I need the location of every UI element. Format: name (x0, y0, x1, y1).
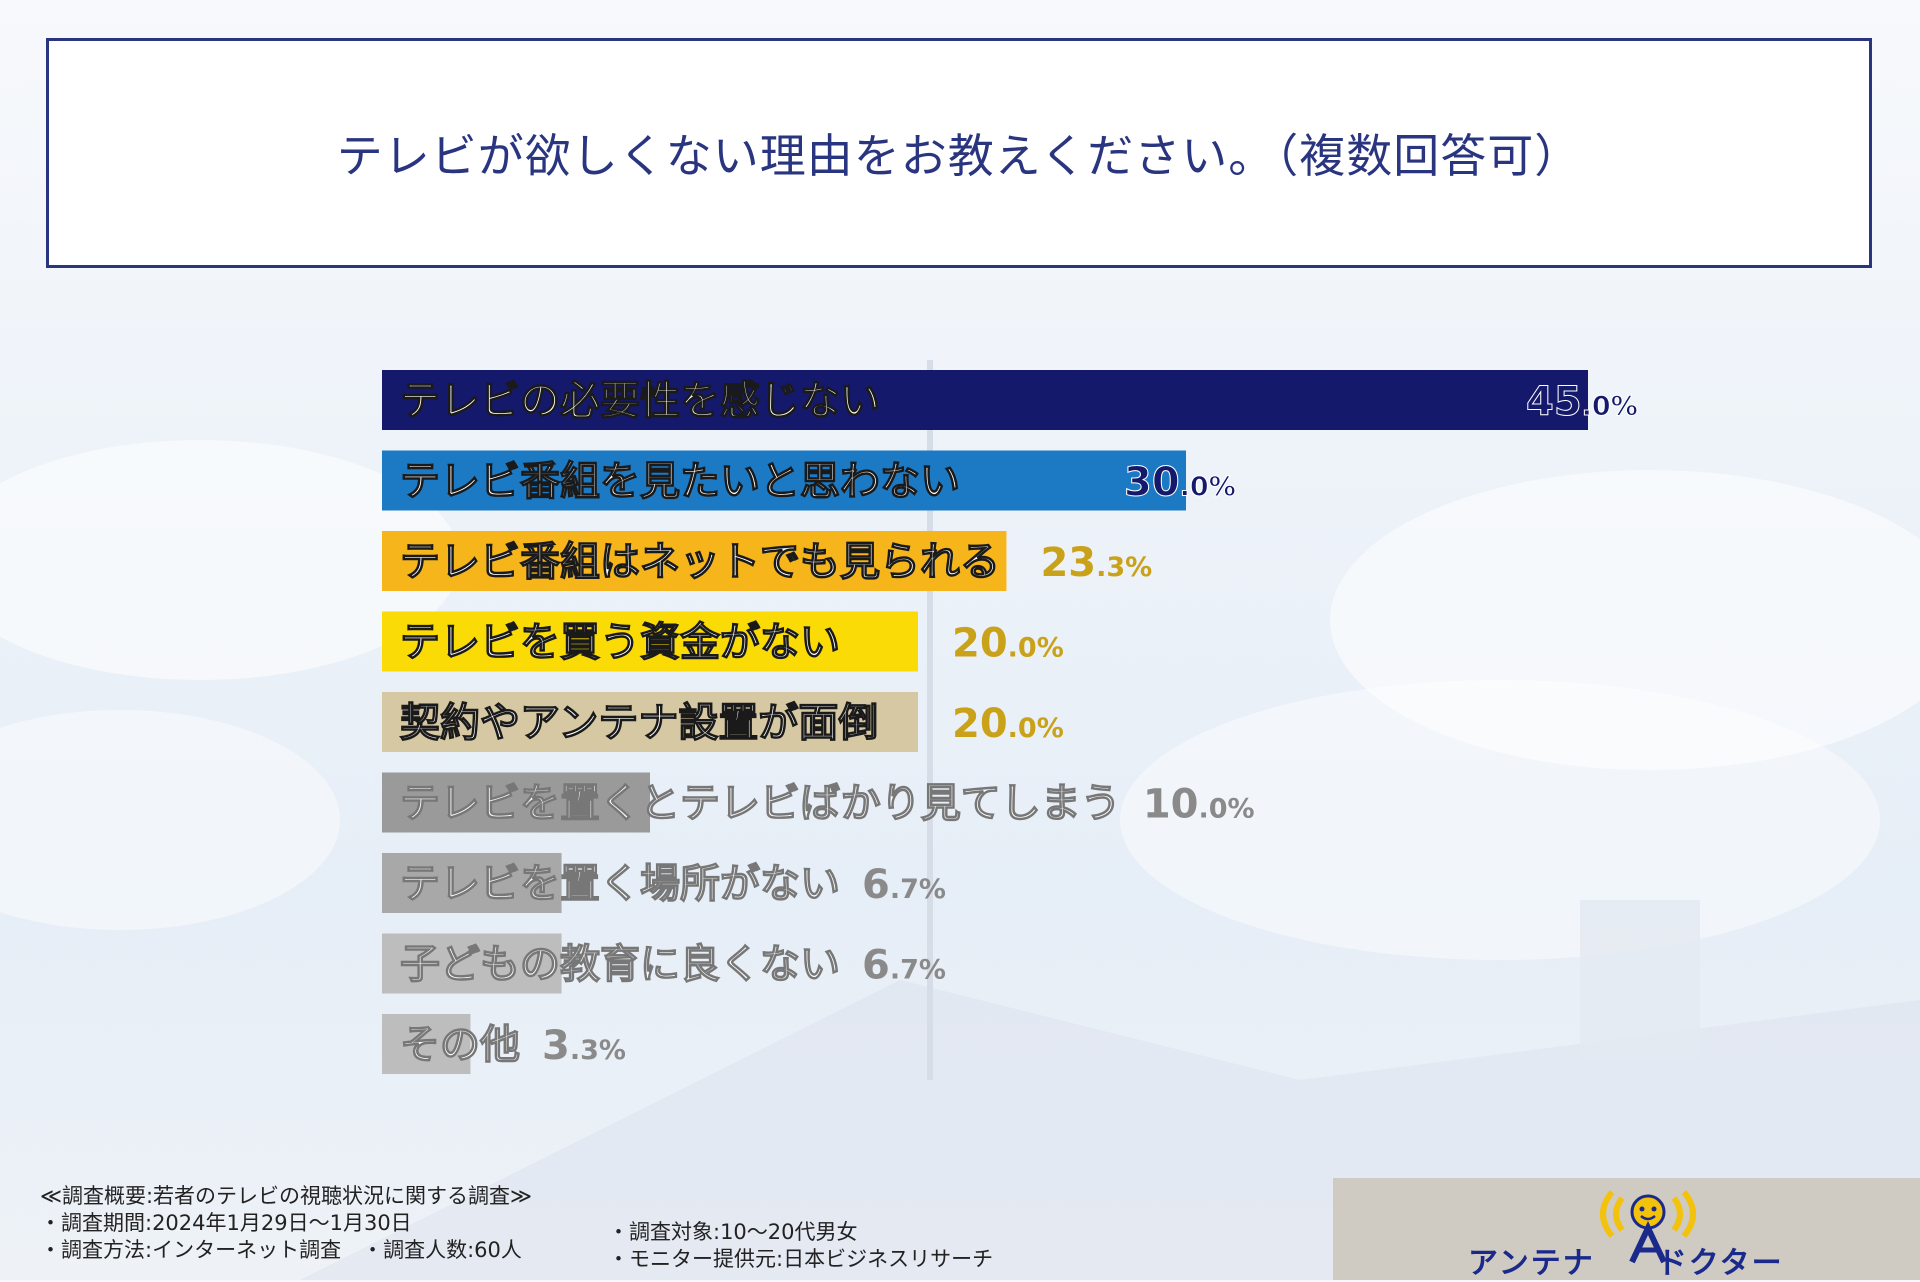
value-label-4: 20.0% (952, 701, 1064, 747)
title-box: テレビが欲しくない理由をお教えください。（複数回答可） (46, 38, 1872, 268)
bar-7 (382, 933, 562, 994)
category-label-8: その他 (400, 1022, 520, 1068)
category-label-4: 契約やアンテナ設置が面倒 (400, 700, 878, 746)
survey-footer: ≪調査概要:若者のテレビの視聴状況に関する調査≫ ・調査期間:2024年1月29… (40, 1183, 993, 1271)
value-label-7: 6.7% (862, 943, 946, 989)
category-label-5: テレビを置くとテレビばかり見てしまう (400, 781, 1121, 827)
value-label-0: 45.0% (1526, 379, 1638, 425)
value-label-1: 30.0% (1124, 460, 1236, 506)
bar-4 (382, 692, 918, 752)
antenna-mascot-icon (1600, 1190, 1696, 1264)
value-label-2: 23.3% (1040, 540, 1152, 586)
bar-8 (382, 1014, 471, 1074)
category-label-1: テレビ番組を見たいと思わない (400, 459, 960, 505)
bar-5 (382, 772, 650, 833)
footer-col2: ・調査対象:10～20代男女 ・モニター提供元:日本ビジネスリサーチ (608, 1219, 993, 1273)
bar-1 (382, 450, 1186, 511)
logo-text-right: ドクター (1656, 1246, 1784, 1281)
bar-chart: テレビの必要性を感じない 45.0% テレビ番組を見たいと思わない 30.0% テレビ番… (382, 370, 1638, 1074)
value-label-5: 10.0% (1143, 782, 1255, 828)
category-label-7: 子どもの教育に良くない (400, 942, 840, 988)
footer-line-3: ・調査方法:インターネット調査 ・調査人数:60人 (40, 1238, 522, 1262)
value-label-6: 6.7% (862, 862, 946, 908)
category-label-3: テレビを買う資金がない (400, 620, 840, 666)
category-label-0: テレビの必要性を感じない (400, 378, 880, 424)
bar-6 (382, 853, 562, 913)
category-label-2: テレビ番組はネットでも見られる (400, 539, 1000, 585)
footer-line-1: ≪調査概要:若者のテレビの視聴状況に関する調査≫ (40, 1184, 533, 1208)
bar-2 (382, 531, 1007, 591)
logo-text-left: アンテナ (1468, 1246, 1595, 1281)
footer-col2-line-2: ・モニター提供元:日本ビジネスリサーチ (608, 1247, 994, 1271)
value-label-3: 20.0% (952, 621, 1064, 667)
logo-box: アンテナ ドクター (1333, 1178, 1920, 1282)
footer-col2-line-1: ・調査対象:10～20代男女 (608, 1220, 858, 1244)
chart-title: テレビが欲しくない理由をお教えください。（複数回答可） (336, 129, 1582, 183)
logo-wordmark: アンテナ ドクター (1468, 1238, 1784, 1282)
bar-3 (382, 611, 918, 672)
value-label-8: 3.3% (542, 1023, 626, 1069)
category-label-6: テレビを置く場所がない (400, 861, 840, 907)
footer-line-2: ・調査期間:2024年1月29日～1月30日 (40, 1211, 412, 1235)
bar-0 (382, 370, 1588, 430)
